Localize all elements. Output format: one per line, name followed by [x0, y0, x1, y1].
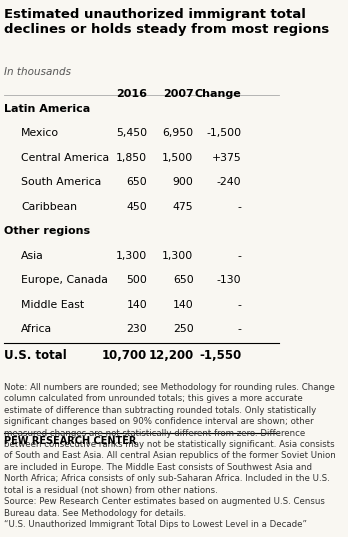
Text: 475: 475: [173, 201, 193, 212]
Text: 500: 500: [126, 275, 147, 285]
Text: 650: 650: [126, 177, 147, 187]
Text: -: -: [237, 251, 241, 260]
Text: Caribbean: Caribbean: [21, 201, 77, 212]
Text: -: -: [237, 300, 241, 310]
Text: 12,200: 12,200: [148, 349, 193, 362]
Text: Estimated unauthorized immigrant total
declines or holds steady from most region: Estimated unauthorized immigrant total d…: [4, 8, 330, 36]
Text: -: -: [237, 324, 241, 334]
Text: -: -: [237, 201, 241, 212]
Text: 1,300: 1,300: [116, 251, 147, 260]
Text: 5,450: 5,450: [116, 128, 147, 138]
Text: 250: 250: [173, 324, 193, 334]
Text: Asia: Asia: [21, 251, 44, 260]
Text: Other regions: Other regions: [4, 226, 90, 236]
Text: 10,700: 10,700: [102, 349, 147, 362]
Text: Mexico: Mexico: [21, 128, 59, 138]
Text: 230: 230: [126, 324, 147, 334]
Text: U.S. total: U.S. total: [4, 349, 67, 362]
Text: Europe, Canada: Europe, Canada: [21, 275, 108, 285]
Text: 1,500: 1,500: [162, 153, 193, 163]
Text: +375: +375: [212, 153, 241, 163]
Text: 650: 650: [173, 275, 193, 285]
Text: 450: 450: [126, 201, 147, 212]
Text: 6,950: 6,950: [163, 128, 193, 138]
Text: 1,300: 1,300: [162, 251, 193, 260]
Text: 2016: 2016: [116, 89, 147, 99]
Text: In thousands: In thousands: [4, 67, 71, 77]
Text: 2007: 2007: [163, 89, 193, 99]
Text: 140: 140: [126, 300, 147, 310]
Text: 140: 140: [173, 300, 193, 310]
Text: PEW RESEARCH CENTER: PEW RESEARCH CENTER: [4, 436, 136, 446]
Text: 1,850: 1,850: [116, 153, 147, 163]
Text: Middle East: Middle East: [21, 300, 84, 310]
Text: -130: -130: [216, 275, 241, 285]
Text: Latin America: Latin America: [4, 104, 90, 113]
Text: Note: All numbers are rounded; see Methodology for rounding rules. Change
column: Note: All numbers are rounded; see Metho…: [4, 383, 336, 529]
Text: Central America: Central America: [21, 153, 109, 163]
Text: -1,550: -1,550: [199, 349, 241, 362]
Text: -1,500: -1,500: [206, 128, 241, 138]
Text: Change: Change: [195, 89, 241, 99]
Text: Africa: Africa: [21, 324, 52, 334]
Text: 900: 900: [173, 177, 193, 187]
Text: -240: -240: [216, 177, 241, 187]
Text: South America: South America: [21, 177, 101, 187]
